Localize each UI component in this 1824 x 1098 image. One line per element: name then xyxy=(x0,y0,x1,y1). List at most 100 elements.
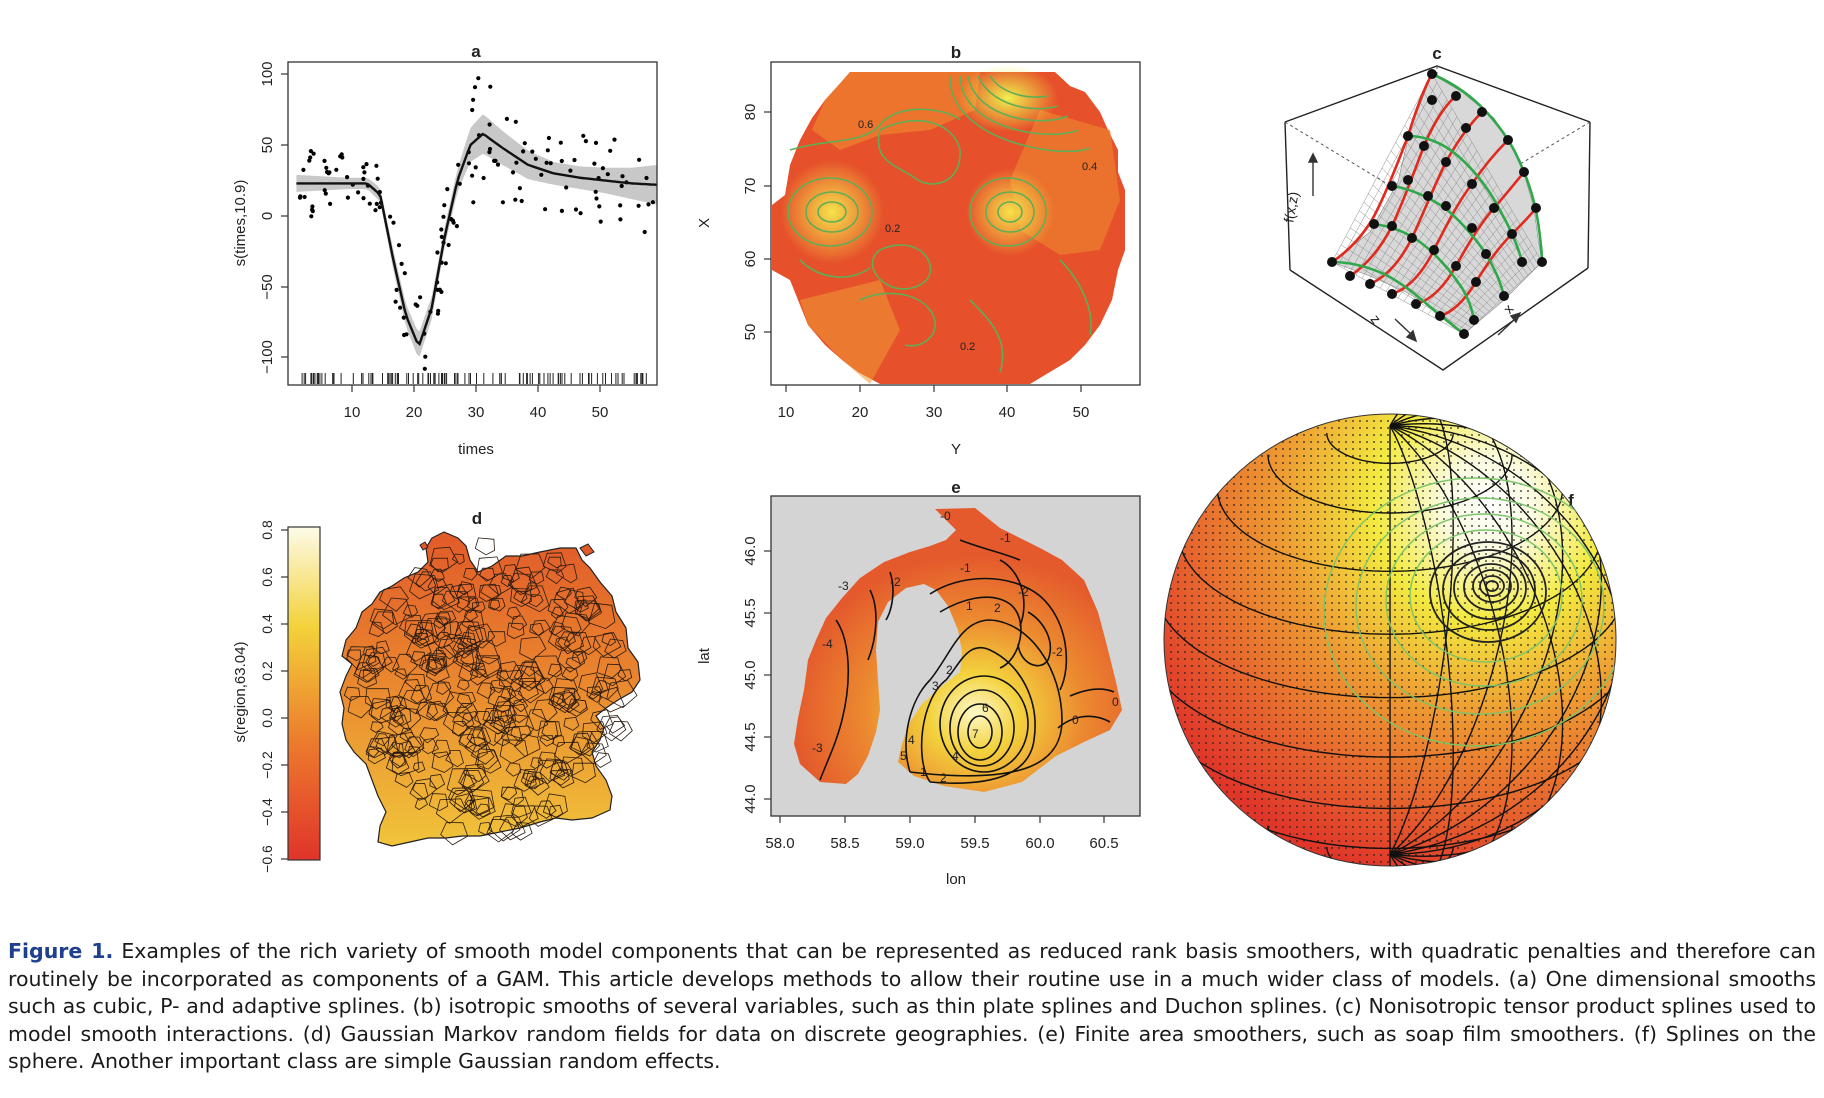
sphere-dot xyxy=(1408,637,1410,639)
sphere-dot xyxy=(1422,539,1424,541)
sphere-dot xyxy=(1478,693,1480,695)
sphere-dot xyxy=(1310,651,1312,653)
sphere-dot xyxy=(1205,742,1207,744)
sphere-dot xyxy=(1450,546,1452,548)
sphere-dot xyxy=(1478,434,1480,436)
sphere-dot xyxy=(1429,574,1431,576)
sphere-dot xyxy=(1401,700,1403,702)
sphere-dot xyxy=(1184,651,1186,653)
sphere-dot xyxy=(1415,749,1417,751)
district xyxy=(478,583,500,602)
sphere-dot xyxy=(1198,546,1200,548)
sphere-dot xyxy=(1240,798,1242,800)
sphere-dot xyxy=(1268,651,1270,653)
sphere-dot xyxy=(1345,756,1347,758)
sphere-dot xyxy=(1366,483,1368,485)
district xyxy=(464,788,495,816)
sphere-dot xyxy=(1233,763,1235,765)
sphere-dot xyxy=(1282,742,1284,744)
data-point xyxy=(356,190,361,195)
sphere-dot xyxy=(1534,609,1536,611)
sphere-dot xyxy=(1219,539,1221,541)
sphere-dot xyxy=(1261,567,1263,569)
sphere-dot xyxy=(1548,567,1550,569)
contour-value: 2 xyxy=(994,601,1001,615)
data-point xyxy=(375,176,380,181)
sphere-dot xyxy=(1520,728,1522,730)
sphere-dot xyxy=(1520,581,1522,583)
sphere-dot xyxy=(1520,805,1522,807)
sphere-dot xyxy=(1261,777,1263,779)
sphere-dot xyxy=(1310,847,1312,849)
sphere-dot xyxy=(1576,567,1578,569)
mesh-line xyxy=(1409,184,1498,305)
sphere-dot xyxy=(1282,532,1284,534)
sphere-dot xyxy=(1268,763,1270,765)
sphere-dot xyxy=(1492,588,1494,590)
sphere-dot xyxy=(1233,749,1235,751)
sphere-dot xyxy=(1422,448,1424,450)
x-tick-label: 40 xyxy=(999,404,1016,421)
sphere-dot xyxy=(1345,707,1347,709)
sphere-dot xyxy=(1541,714,1543,716)
sphere-dot xyxy=(1317,735,1319,737)
sphere-dot xyxy=(1555,749,1557,751)
sphere-dot xyxy=(1324,441,1326,443)
sphere-dot xyxy=(1373,546,1375,548)
sphere-dot xyxy=(1240,574,1242,576)
sphere-dot xyxy=(1338,777,1340,779)
sphere-dot xyxy=(1352,616,1354,618)
sphere-dot xyxy=(1583,616,1585,618)
sphere-dot xyxy=(1324,497,1326,499)
sphere-dot xyxy=(1513,686,1515,688)
sphere-dot xyxy=(1492,826,1494,828)
sphere-dot xyxy=(1359,602,1361,604)
sphere-dot xyxy=(1450,672,1452,674)
sphere-dot xyxy=(1275,798,1277,800)
sphere-dot xyxy=(1373,763,1375,765)
sphere-dot xyxy=(1296,483,1298,485)
sphere-dot xyxy=(1429,658,1431,660)
sphere-dot xyxy=(1289,763,1291,765)
district xyxy=(390,706,412,726)
sphere-dot xyxy=(1240,637,1242,639)
data-point xyxy=(543,207,548,212)
sphere-dot xyxy=(1247,532,1249,534)
sphere-dot xyxy=(1443,777,1445,779)
sphere-dot xyxy=(1345,749,1347,751)
sphere-dot xyxy=(1282,679,1284,681)
x-tick-label: 40 xyxy=(530,404,547,421)
sphere-dot xyxy=(1226,672,1228,674)
district xyxy=(586,686,603,700)
sphere-dot xyxy=(1415,651,1417,653)
sphere-dot xyxy=(1233,553,1235,555)
sphere-dot xyxy=(1352,637,1354,639)
sphere-dot xyxy=(1170,672,1172,674)
data-point xyxy=(500,200,505,205)
sphere-dot xyxy=(1219,581,1221,583)
sphere-dot xyxy=(1282,728,1284,730)
district xyxy=(364,688,391,710)
district xyxy=(512,698,529,713)
sphere-dot xyxy=(1317,665,1319,667)
sphere-dot xyxy=(1485,511,1487,513)
sphere-dot xyxy=(1233,623,1235,625)
sphere-dot xyxy=(1499,595,1501,597)
sphere-dot xyxy=(1590,693,1592,695)
sphere-dot xyxy=(1422,672,1424,674)
data-point xyxy=(572,157,577,163)
district xyxy=(407,567,431,588)
sphere-dot xyxy=(1415,539,1417,541)
parallel-line xyxy=(1216,488,1564,573)
sphere-dot xyxy=(1408,742,1410,744)
data-point xyxy=(374,201,379,206)
sphere-dot xyxy=(1464,560,1466,562)
sphere-dot xyxy=(1352,539,1354,541)
sphere-dot xyxy=(1499,742,1501,744)
sphere-dot xyxy=(1457,798,1459,800)
sphere-dot xyxy=(1548,504,1550,506)
sphere-dot xyxy=(1205,658,1207,660)
sphere-dot xyxy=(1394,518,1396,520)
sphere-dot xyxy=(1247,693,1249,695)
sphere-dot xyxy=(1303,434,1305,436)
